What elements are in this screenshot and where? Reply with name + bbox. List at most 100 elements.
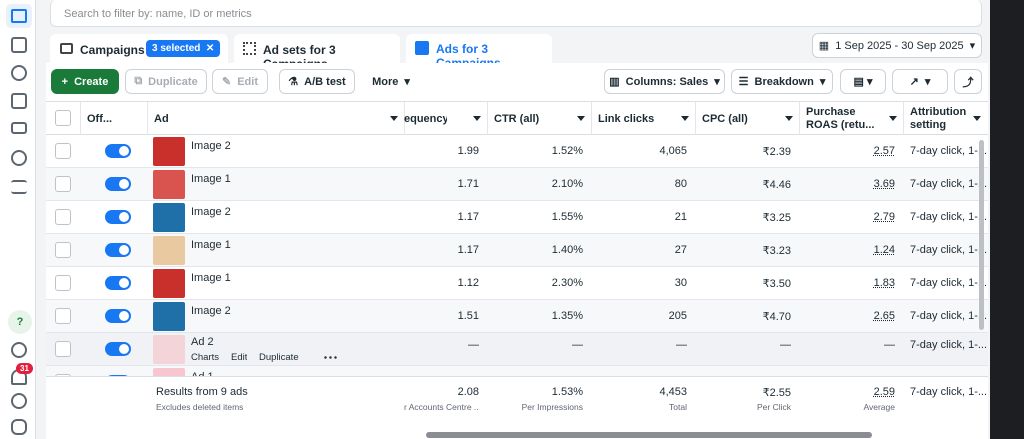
status-toggle[interactable] (105, 276, 131, 290)
status-toggle[interactable] (105, 210, 131, 224)
status-toggle[interactable] (105, 177, 131, 191)
column-header[interactable]: Link clicks (598, 113, 655, 125)
column-menu-icon[interactable] (681, 116, 689, 121)
metric-value: ₹3.50 (762, 278, 791, 290)
edit-button[interactable]: ✎ Edit (212, 69, 268, 94)
footer-subtext: Average (863, 402, 895, 412)
ab-test-button[interactable]: ⚗ A/B test (279, 69, 355, 94)
row-checkbox[interactable] (55, 143, 71, 159)
row-action[interactable]: Charts (191, 352, 219, 363)
metric-value: 30 (674, 277, 687, 289)
search-icon[interactable] (11, 393, 27, 409)
attribution-value: 7-day click, 1-... (910, 244, 988, 256)
column-header[interactable]: equency (404, 113, 447, 125)
row-action[interactable]: Edit (231, 352, 248, 363)
create-button[interactable]: + Create (51, 69, 119, 94)
export-button[interactable]: ↗ ▾ (892, 69, 948, 94)
settings-icon[interactable] (11, 342, 27, 358)
column-header[interactable]: Purchase ROAS (retu... (806, 106, 875, 131)
breakdown-label: Breakdown (754, 75, 814, 88)
search-bar[interactable]: Search to filter by: name, ID or metrics (50, 0, 982, 27)
row-action[interactable]: Duplicate (259, 352, 299, 363)
nav-events-icon[interactable] (11, 150, 27, 166)
attribution-value: 7-day click, 1-... (910, 339, 988, 351)
row-checkbox[interactable] (55, 275, 71, 291)
column-menu-icon[interactable] (473, 116, 481, 121)
attribution-value: 7-day click, 1-... (910, 178, 988, 190)
row-checkbox[interactable] (55, 176, 71, 192)
nav-billing-icon[interactable] (11, 122, 27, 134)
table-row[interactable]: Image 1 1.12 2.30% 30 ₹3.50 1.83 7-day click, … (46, 267, 988, 300)
metric-value: 1.52% (551, 145, 583, 157)
help-icon[interactable]: ? (8, 310, 32, 334)
nav-ads-icon[interactable] (6, 4, 32, 28)
status-toggle[interactable] (105, 309, 131, 323)
ad-name: Ad 1 (191, 371, 214, 376)
column-header[interactable]: Off... (87, 113, 113, 125)
metric-value: 21 (674, 211, 687, 223)
nav-menu-icon[interactable] (11, 180, 27, 194)
tab-campaigns[interactable]: Campaigns 3 selected ✕ (50, 34, 228, 64)
status-toggle[interactable] (105, 144, 131, 158)
header-row-bg (46, 102, 988, 135)
row-checkbox[interactable] (55, 308, 71, 324)
table-body: Image 2 1.99 1.52% 4,065 ₹2.39 2.57 7-day clic… (46, 135, 988, 376)
reports-button[interactable]: ▤ ▾ (840, 69, 886, 94)
metric-value: 2.30% (551, 277, 583, 289)
table-row[interactable]: Image 2 1.99 1.52% 4,065 ₹2.39 2.57 7-day clic… (46, 135, 988, 168)
column-menu-icon[interactable] (785, 116, 793, 121)
status-toggle[interactable] (105, 243, 131, 257)
more-button[interactable]: More ▾ (362, 69, 420, 94)
selected-chip[interactable]: 3 selected ✕ (146, 40, 221, 57)
metric-value: 27 (674, 244, 687, 256)
tab-ads[interactable]: Ads for 3 Campaigns (406, 34, 552, 70)
breakdown-button[interactable]: ☰ Breakdown ▾ (731, 69, 833, 94)
select-all-checkbox[interactable] (55, 110, 71, 126)
column-menu-icon[interactable] (973, 116, 981, 121)
column-header[interactable]: Ad (154, 113, 169, 125)
row-checkbox[interactable] (55, 341, 71, 357)
ad-name: Image 1 (191, 173, 231, 185)
status-toggle[interactable] (105, 375, 131, 376)
nav-campaign-icon[interactable] (11, 93, 27, 109)
nav-audience-icon[interactable] (11, 65, 27, 81)
column-header[interactable]: Attribution setting (910, 106, 967, 131)
metric-value: 2.10% (551, 178, 583, 190)
table-row[interactable]: Image 2 1.51 1.35% 205 ₹4.70 2.65 7-day click,… (46, 300, 988, 333)
vertical-scrollbar[interactable] (979, 140, 984, 330)
debug-icon[interactable] (11, 419, 27, 435)
row-checkbox[interactable] (55, 209, 71, 225)
ad-thumbnail (153, 269, 185, 298)
ad-thumbnail (153, 335, 185, 364)
metric-value: 1.51 (457, 310, 479, 322)
column-menu-icon[interactable] (577, 116, 585, 121)
column-header[interactable]: CPC (all) (702, 113, 748, 125)
table-row[interactable]: Ad 1—————7-day click, 1-... (46, 366, 988, 376)
metric-value: — (572, 339, 583, 351)
column-header[interactable]: CTR (all) (494, 113, 540, 125)
tab-ad-sets[interactable]: Ad sets for 3 Campaigns (234, 34, 400, 71)
duplicate-button[interactable]: ⧉ Duplicate (125, 69, 207, 94)
ad-name: Image 1 (191, 272, 231, 284)
table-row[interactable]: Image 1 1.17 1.40% 27 ₹3.23 1.24 7-day click, … (46, 234, 988, 267)
horizontal-scrollbar[interactable] (426, 432, 872, 438)
footer-value: 4,453 (659, 386, 687, 398)
row-checkbox[interactable] (55, 374, 71, 376)
chart-button[interactable]: ⤴ (954, 69, 982, 94)
status-toggle[interactable] (105, 342, 131, 356)
metric-value: — (468, 339, 479, 351)
roas-value: 2.57 (873, 145, 895, 157)
selected-count: 3 selected (152, 43, 201, 54)
row-checkbox[interactable] (55, 242, 71, 258)
nav-pages-icon[interactable] (11, 37, 27, 53)
table-row[interactable]: Image 2 1.17 1.55% 21 ₹3.25 2.79 7-day click, … (46, 201, 988, 234)
column-menu-icon[interactable] (889, 116, 897, 121)
column-menu-icon[interactable] (390, 116, 398, 121)
table-row[interactable]: Image 1 1.71 2.10% 80 ₹4.46 3.69 7-day click, … (46, 168, 988, 201)
ad-thumbnail (153, 203, 185, 232)
table-row[interactable]: Ad 2 — — — — — 7-day click, 1-... Charts Edit Dup… (46, 333, 988, 366)
date-range-picker[interactable]: ▦ 1 Sep 2025 - 30 Sep 2025 ▾ (812, 33, 982, 58)
more-actions[interactable] (323, 356, 337, 359)
columns-button[interactable]: ▥ Columns: Sales ▾ (604, 69, 725, 94)
search-placeholder: Search to filter by: name, ID or metrics (64, 8, 252, 20)
